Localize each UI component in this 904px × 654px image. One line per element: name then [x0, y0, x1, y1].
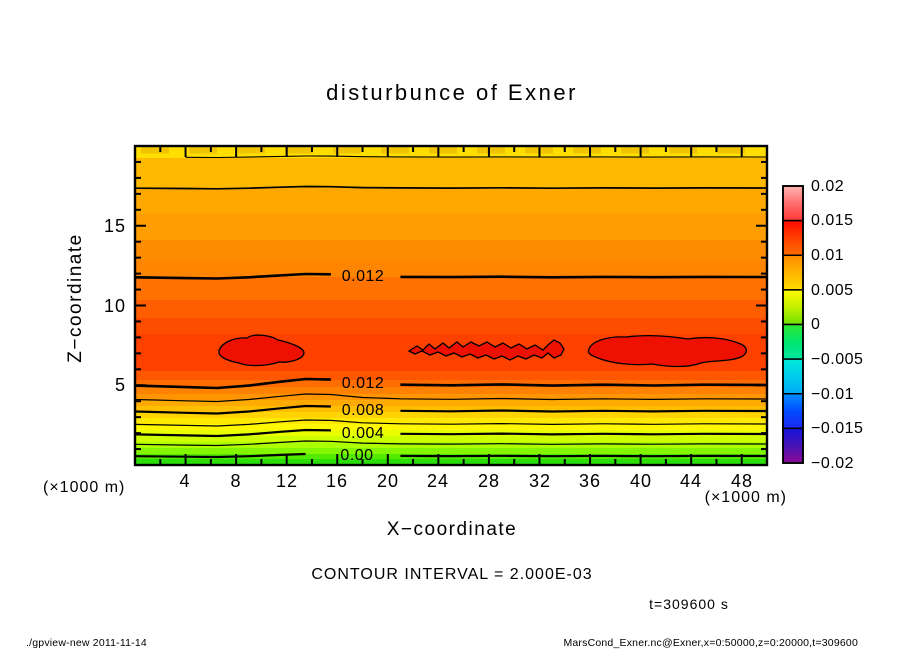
x-tick-4: 4 [179, 471, 191, 491]
y-tick-5: 5 [114, 375, 126, 395]
x-tick-44: 44 [679, 471, 703, 491]
cbar-label-4: 0 [811, 316, 821, 333]
x-axis-unit: (×1000 m) [704, 489, 787, 506]
plot-frame [133, 144, 769, 467]
x-tick-48: 48 [730, 471, 754, 491]
x-tick-12: 12 [275, 471, 299, 491]
red-blob-right [587, 334, 747, 368]
cbar-label-1: 0.015 [811, 212, 854, 229]
x-tick-32: 32 [528, 471, 552, 491]
red-blob-left [218, 334, 305, 367]
contour-interval-note: CONTOUR INTERVAL = 2.000E-03 [311, 566, 593, 583]
contour-lines-layer [134, 155, 768, 459]
y-axis-unit: (×1000 m) [43, 479, 126, 496]
y-tick-10: 10 [103, 296, 126, 316]
x-axis-label: X−coordinate [386, 519, 518, 540]
cbar-label-7: −0.015 [811, 420, 864, 437]
cbar-label-8: −0.02 [811, 455, 854, 472]
y-axis-label: Z−coordinate [65, 233, 86, 363]
footer-left-tool-version: ./gpview-new 2011-11-14 [26, 637, 147, 649]
fill-bands-layer [135, 146, 767, 465]
x-tick-8: 8 [230, 471, 242, 491]
contour-label-0000: 0.00 [340, 447, 374, 464]
cbar-label-6: −0.01 [811, 386, 854, 403]
cbar-label-3: 0.005 [811, 282, 854, 299]
x-tick-40: 40 [629, 471, 653, 491]
x-tick-24: 24 [426, 471, 450, 491]
contour-label-0012-lower: 0.012 [341, 375, 385, 392]
footer-right-file-info: MarsCond_Exner.nc@Exner,x=0:50000,z=0:20… [563, 637, 858, 649]
red-blob-middle [407, 339, 565, 361]
contour-label-0004: 0.004 [341, 425, 385, 442]
cbar-label-2: 0.01 [811, 247, 845, 264]
contour-blobs-layer [218, 334, 747, 368]
x-tick-36: 36 [578, 471, 602, 491]
y-tick-15: 15 [103, 216, 126, 236]
x-tick-20: 20 [376, 471, 400, 491]
contour-label-0008: 0.008 [341, 402, 385, 419]
x-tick-16: 16 [325, 471, 349, 491]
cbar-label-0: 0.02 [811, 178, 845, 195]
x-tick-28: 28 [477, 471, 501, 491]
colorbar-layer [782, 185, 804, 464]
contour-label-0012-upper: 0.012 [341, 268, 385, 285]
cbar-label-5: −0.005 [811, 351, 864, 368]
time-note: t=309600 s [649, 596, 729, 612]
page-title: disturbunce of Exner [326, 80, 578, 105]
